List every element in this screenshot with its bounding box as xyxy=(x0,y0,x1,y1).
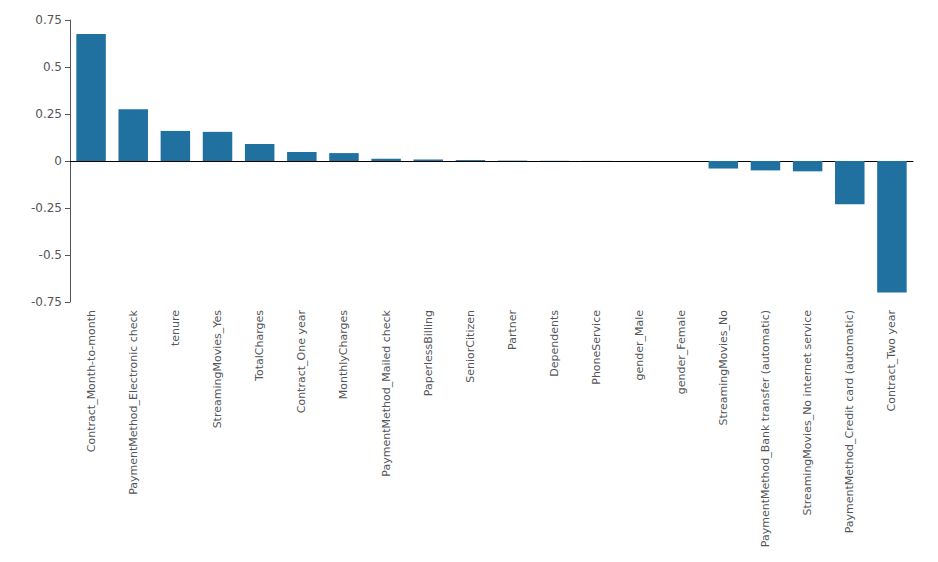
svg-text:PaymentMethod_Electronic check: PaymentMethod_Electronic check xyxy=(127,309,140,494)
svg-text:MonthlyCharges: MonthlyCharges xyxy=(337,310,350,400)
svg-text:TotalCharges: TotalCharges xyxy=(253,310,266,382)
svg-text:gender_Male: gender_Male xyxy=(633,310,646,381)
svg-text:StreamingMovies_Yes: StreamingMovies_Yes xyxy=(211,310,224,429)
svg-text:PhoneService: PhoneService xyxy=(590,310,603,385)
svg-text:Dependents: Dependents xyxy=(548,310,561,377)
svg-text:PaymentMethod_Credit card (aut: PaymentMethod_Credit card (automatic) xyxy=(843,310,856,533)
svg-text:-0.75: -0.75 xyxy=(31,295,62,309)
svg-text:StreamingMovies_No: StreamingMovies_No xyxy=(717,310,730,426)
svg-text:Contract_Two year: Contract_Two year xyxy=(885,310,898,412)
svg-text:PaymentMethod_Bank transfer (a: PaymentMethod_Bank transfer (automatic) xyxy=(759,310,772,547)
svg-text:0.25: 0.25 xyxy=(35,107,62,121)
svg-text:tenure: tenure xyxy=(169,310,182,346)
svg-text:0: 0 xyxy=(54,154,62,168)
svg-text:Contract_Month-to-month: Contract_Month-to-month xyxy=(85,310,98,452)
svg-text:Contract_One year: Contract_One year xyxy=(295,310,308,414)
svg-text:0.5: 0.5 xyxy=(43,60,62,74)
svg-text:Partner: Partner xyxy=(506,310,519,350)
svg-text:PaymentMethod_Mailed check: PaymentMethod_Mailed check xyxy=(380,309,393,476)
svg-text:-0.25: -0.25 xyxy=(31,201,62,215)
svg-text:SeniorCitizen: SeniorCitizen xyxy=(464,310,477,383)
svg-text:0.75: 0.75 xyxy=(35,13,62,27)
svg-text:gender_Female: gender_Female xyxy=(675,310,688,394)
svg-text:StreamingMovies_No internet se: StreamingMovies_No internet service xyxy=(801,310,814,516)
svg-text:-0.5: -0.5 xyxy=(39,248,62,262)
svg-text:PaperlessBilling: PaperlessBilling xyxy=(422,310,435,396)
